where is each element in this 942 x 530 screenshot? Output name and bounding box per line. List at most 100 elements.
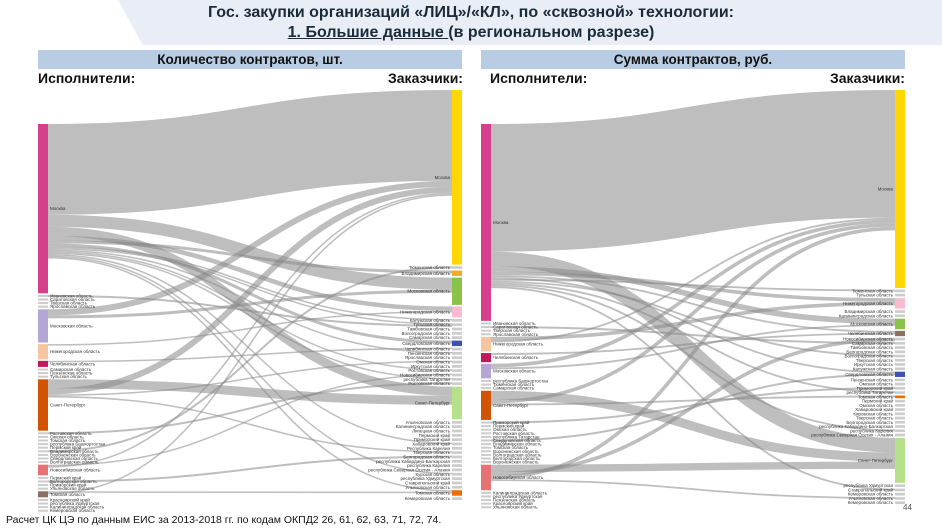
executor-node [481, 383, 491, 386]
page-title: Гос. закупки организаций «ЛИЦ»/«КЛ», по … [208, 4, 734, 21]
customer-label: Иркутская область [854, 362, 894, 367]
customer-label: Ростовская область [408, 381, 450, 386]
executor-label: Москва [493, 220, 509, 225]
customer-label: Волгоградская область [844, 354, 893, 359]
sankey-flow [490, 324, 896, 370]
executor-label: Омская область [493, 427, 527, 432]
customer-node [452, 90, 462, 265]
customer-node [452, 382, 462, 386]
executor-node [481, 336, 491, 352]
sankey-flow [47, 347, 453, 363]
right-executors-label: Исполнители: [490, 70, 588, 86]
sankey-flow [47, 214, 453, 290]
customer-label: Новосибирская область [843, 337, 894, 342]
executor-node [481, 363, 491, 379]
executor-label: республика Башкортостан [50, 442, 106, 447]
executor-node [481, 450, 491, 453]
customer-label: Липецкая область [412, 428, 451, 433]
executor-label: Челябинская область [50, 361, 96, 366]
customer-label: Новосибирская область [400, 373, 451, 378]
customer-label: Тюменская область [409, 265, 451, 270]
sankey-flow [490, 89, 896, 252]
sankey-flow [47, 266, 453, 453]
executor-label: Томская область [493, 445, 529, 450]
customer-label: республика Татарстан [403, 377, 450, 382]
executor-node [38, 432, 48, 435]
customer-label: Омская область [859, 382, 893, 387]
customer-node [895, 293, 905, 297]
executor-label: Кемеровская область [50, 508, 96, 513]
executor-node [38, 461, 48, 464]
executor-label: Тюменская область [493, 382, 535, 387]
customer-label: Кемеровская область [848, 500, 894, 505]
executor-label: Московская область [493, 369, 536, 374]
customer-label: Тверская область [856, 358, 894, 363]
executor-node [38, 491, 48, 498]
customer-label: республика Карелия [407, 463, 450, 468]
customer-label: Тульская область [856, 293, 893, 298]
customer-node [895, 378, 905, 382]
customer-label: Нижегородская область [843, 301, 894, 306]
sankey-flow [47, 253, 453, 445]
customer-label: Санкт-Петербург [415, 400, 451, 405]
executor-label: Красноярский край [493, 500, 533, 506]
executor-label: Самарская область [493, 386, 535, 391]
executor-label: Воронежская область [493, 460, 539, 465]
customer-label: Санкт-Петербург [858, 458, 894, 463]
customer-label: Ставропольский край [405, 479, 450, 485]
executor-label: Ярославская область [493, 332, 539, 337]
customer-label: республика Кабардино-Балкарская [819, 424, 893, 429]
sankey-flow [490, 301, 896, 341]
customer-node [452, 364, 462, 368]
customer-node [895, 363, 905, 366]
customer-label: Тамбовская область [850, 345, 893, 350]
executor-label: Томская область [50, 438, 86, 443]
executor-node [481, 464, 491, 491]
executor-label: Санкт-Петербург [50, 403, 86, 408]
customer-label: республика Северная Осетия - Алания [368, 467, 450, 472]
header-band-accent [118, 0, 942, 45]
executor-node [38, 298, 48, 301]
executor-node [481, 329, 491, 332]
executor-label: Красноярский край [50, 496, 90, 502]
executor-node [38, 372, 48, 375]
sankey-flow [47, 235, 453, 312]
customer-node [895, 433, 905, 437]
executor-node [481, 461, 491, 464]
customer-node [452, 442, 462, 446]
executor-label: Пензенская область [50, 371, 93, 376]
sankey-flow [47, 194, 453, 495]
executor-node [481, 443, 491, 446]
sankey-flow [490, 219, 896, 368]
customer-label: Челябинская область [405, 347, 451, 352]
executor-label: Калининградская область [50, 505, 105, 510]
executor-node [481, 499, 491, 502]
sankey-flow [490, 284, 896, 432]
executor-node [38, 476, 48, 479]
customer-node [452, 323, 462, 327]
executor-node [481, 333, 491, 336]
right-panel-title: Сумма контрактов, руб. [481, 50, 905, 69]
executor-label: Ивановская область [493, 321, 536, 326]
executor-node [38, 309, 48, 343]
left-executors-label: Исполнители: [38, 70, 136, 86]
executor-label: Ярославская область [50, 304, 96, 309]
sankey-flow [47, 294, 453, 327]
customer-node [452, 455, 462, 459]
executor-node [481, 322, 491, 325]
sankey-flow [490, 275, 896, 333]
executor-label: Белгородская область [493, 456, 540, 461]
customer-label: Свердловская область [402, 341, 450, 346]
customer-label: Томская область [415, 490, 451, 495]
subtitle-rest: (в региональном разрезе) [448, 24, 655, 41]
customer-label: Волгоградская область [401, 331, 450, 336]
executor-label: Саратовская область [50, 297, 95, 302]
executor-node [38, 360, 48, 367]
executor-label: Пензенская область [493, 498, 536, 503]
customer-node [895, 342, 905, 345]
sankey-flow [47, 90, 453, 215]
executor-label: Тверская область [493, 328, 531, 333]
executor-node [38, 294, 48, 297]
customer-label: Пензенская область [851, 377, 894, 382]
customer-node [452, 369, 462, 373]
